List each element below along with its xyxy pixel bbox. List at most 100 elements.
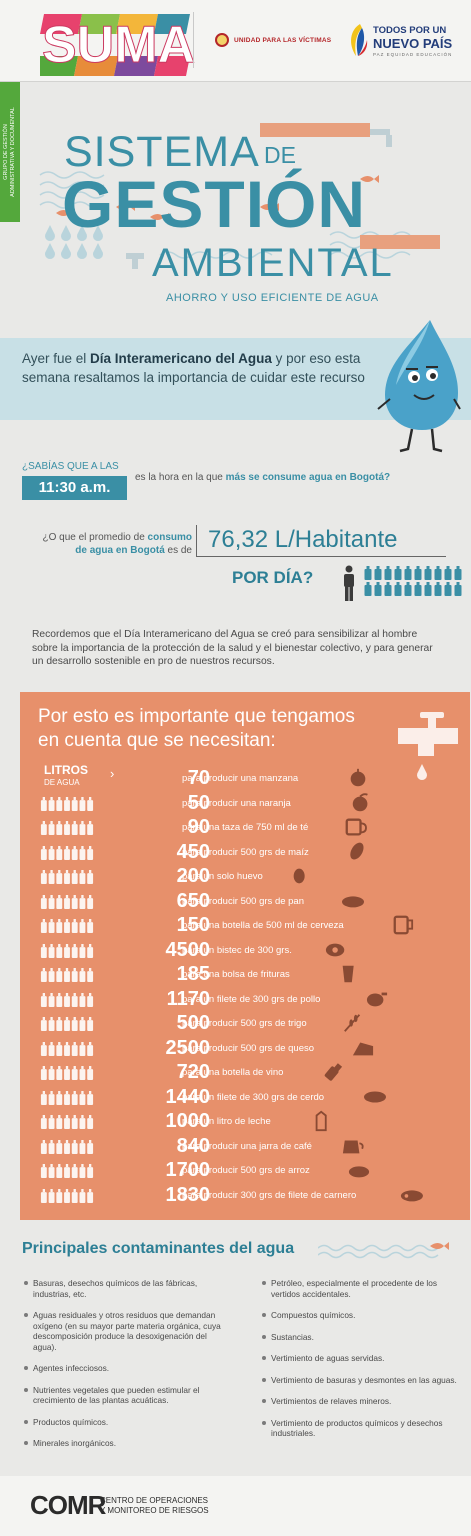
water-row-description: para producir una naranja xyxy=(182,797,291,809)
water-drop-mascot-icon xyxy=(377,320,461,453)
water-row: 450 para producir 500 grs de maíz xyxy=(40,840,465,865)
water-liters-value: 150 xyxy=(176,914,210,936)
water-row-description: para un filete de 300 grs de cerdo xyxy=(182,1091,325,1103)
colombia-crest-icon xyxy=(215,33,229,47)
water-row-description: para una bolsa de frituras xyxy=(182,969,290,980)
fact2-bold2: de agua en Bogotá xyxy=(75,545,165,556)
water-liters-value: 4500 xyxy=(165,938,211,961)
water-row-description: para un filete de 300 grs de pollo xyxy=(182,993,321,1005)
bottle-count-icon xyxy=(40,968,94,982)
bottle-count-icon xyxy=(40,992,94,1007)
bottle-count-icon xyxy=(40,1090,94,1105)
water-row: 150 para una botella de 500 ml de cerveza xyxy=(40,913,465,938)
title-subtitle: AHORRO Y USO EFICIENTE DE AGUA xyxy=(166,292,379,304)
milk-icon xyxy=(315,1110,327,1132)
comr-line1: CENTRO DE OPERACIONES xyxy=(100,1496,209,1505)
egg-icon xyxy=(293,868,305,884)
tea-cup-icon xyxy=(345,818,367,836)
water-liters-value: 450 xyxy=(176,840,210,863)
contaminant-item: Nutrientes vegetales que pueden estimula… xyxy=(24,1385,229,1406)
contaminant-item: Minerales inorgánicos. xyxy=(24,1438,229,1449)
contaminant-item: Sustancias. xyxy=(262,1332,467,1343)
water-liters-value: 185 xyxy=(176,963,210,985)
bottle-count-icon xyxy=(40,1188,94,1203)
corn-icon xyxy=(350,842,364,859)
water-liters-value: 1440 xyxy=(165,1085,211,1108)
faucet-icon xyxy=(398,712,458,780)
comr-logo: COMR xyxy=(30,1490,106,1520)
suma-logo-color-bars xyxy=(40,14,190,76)
water-row-description: para un bistec de 300 grs. xyxy=(182,944,292,956)
person-icon xyxy=(344,565,354,601)
fact1-text-plain: es la hora en la que xyxy=(135,472,226,483)
fact2-part1: ¿O que el promedio de xyxy=(42,532,148,543)
title-decoration xyxy=(39,123,440,269)
bottle-count-icon xyxy=(40,796,94,811)
water-row-description: para producir 500 grs de queso xyxy=(182,1042,315,1054)
lamb-icon xyxy=(400,1189,423,1201)
water-liters-value: 650 xyxy=(176,889,210,912)
intro-part1: Ayer fue el xyxy=(22,351,91,366)
victimas-logo-text: UNIDAD PARA LAS VÍCTIMAS xyxy=(234,36,332,44)
water-row-description: para producir 300 grs de filete de carne… xyxy=(182,1189,357,1201)
fact1-text: es la hora en la que más se consume agua… xyxy=(135,472,390,483)
bread-icon xyxy=(342,895,364,907)
water-liters-value: 1700 xyxy=(165,1159,211,1181)
contaminants-title: Principales contaminantes del agua xyxy=(22,1240,295,1257)
bottle-count-icon xyxy=(40,870,94,884)
water-liters-value: 50 xyxy=(187,791,210,814)
header-divider xyxy=(193,12,194,68)
contaminant-item: Productos químicos. xyxy=(24,1417,229,1428)
intro-part2: y por eso esta semana resaltamos la impo… xyxy=(22,351,365,385)
water-row-description: para un solo huevo xyxy=(182,871,263,882)
water-liters-value: 2500 xyxy=(165,1036,211,1059)
nuevo-pais-line2: NUEVO PAÍS xyxy=(373,36,453,51)
title-gestion: GESTIÓN xyxy=(62,167,367,241)
water-bottles-icon xyxy=(364,566,462,596)
water-row: 50 para producir una naranja xyxy=(40,791,465,816)
wave-fish-icon xyxy=(318,1242,449,1259)
water-row: 70 para producir una manzana xyxy=(40,766,465,791)
water-row: 2500 para producir 500 grs de queso xyxy=(40,1036,465,1061)
water-needs-heading: Por esto es importante que tengamos en c… xyxy=(38,706,355,751)
contaminant-item: Petróleo, especialmente el procedente de… xyxy=(262,1278,467,1299)
comr-text: CENTRO DE OPERACIONES Y MONITOREO DE RIE… xyxy=(100,1496,209,1516)
bottle-count-icon xyxy=(40,1041,94,1056)
water-row: 1830 para producir 300 grs de filete de c… xyxy=(40,1183,465,1208)
chicken-icon xyxy=(366,992,388,1006)
nuevo-pais-line1: TODOS POR UN xyxy=(373,25,447,36)
water-row-description: para producir una manzana xyxy=(182,773,299,784)
bottle-count-icon xyxy=(40,1066,94,1080)
footer xyxy=(0,1476,471,1536)
litros-label: LITROS xyxy=(44,763,88,777)
water-row-description: para un litro de leche xyxy=(182,1116,271,1127)
water-row: 1000 para un litro de leche xyxy=(40,1109,465,1134)
contaminant-item: Aguas residuales y otros residuos que de… xyxy=(24,1310,229,1352)
pork-icon xyxy=(364,1091,386,1102)
title-ambiental: AMBIENTAL xyxy=(152,241,394,285)
contaminant-item: Agentes infecciosos. xyxy=(24,1363,229,1374)
contaminant-item: Vertimiento de aguas servidas. xyxy=(262,1353,467,1364)
water-row-description: para producir 500 grs de maíz xyxy=(182,846,309,858)
bottle-count-icon xyxy=(40,821,94,835)
intro-bold: Día Interamericano del Agua xyxy=(90,351,272,366)
contaminant-item: Basuras, desechos químicos de las fábric… xyxy=(24,1278,229,1299)
rice-icon xyxy=(348,1166,370,1178)
fact2-bold1: consumo xyxy=(147,532,192,543)
water-liters-value: 1830 xyxy=(165,1183,211,1206)
water-row-description: para una botella de vino xyxy=(182,1067,284,1078)
fact1-question: ¿SABÍAS QUE A LAS xyxy=(22,461,119,472)
water-liters-value: 1000 xyxy=(165,1110,211,1132)
bottle-count-icon xyxy=(40,1115,94,1129)
water-row: 185 para una bolsa de frituras xyxy=(40,962,465,987)
wheat-icon xyxy=(344,1014,361,1032)
water-row: 200 para un solo huevo xyxy=(40,864,465,889)
water-liters-value: 500 xyxy=(176,1012,210,1034)
fact2-value: 76,32 L/Habitante xyxy=(208,526,398,553)
water-row: 90 para una taza de 750 ml de té xyxy=(40,815,465,840)
nuevo-pais-slogan: PAZ EQUIDAD EDUCACIÓN xyxy=(373,52,453,57)
water-row-description: para producir una jarra de café xyxy=(182,1140,312,1152)
bottle-count-icon xyxy=(40,919,94,933)
water-row: 840 para producir una jarra de café xyxy=(40,1134,465,1159)
water-liters-value: 90 xyxy=(187,816,210,838)
